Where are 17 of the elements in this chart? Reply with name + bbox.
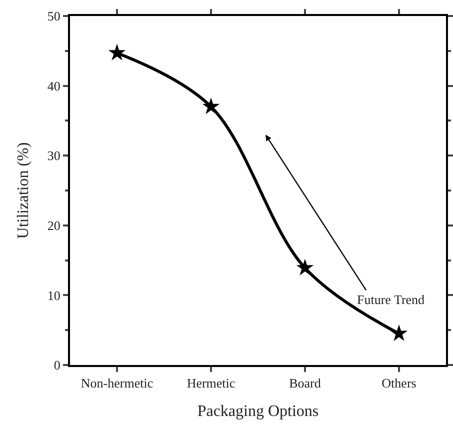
annotation: Future Trend — [357, 292, 426, 307]
y-tick-label: 10 — [47, 288, 60, 303]
point — [390, 324, 408, 341]
y-tick-label: 50 — [47, 8, 60, 24]
y-tick-label: 40 — [47, 78, 60, 94]
y-axis-title: Utilization (%) — [14, 142, 32, 239]
x-tick-label: Others — [382, 376, 416, 391]
x-tick-label: Non-hermetic — [80, 376, 154, 391]
x-tick-label: Board — [289, 376, 322, 391]
point — [296, 258, 314, 276]
point — [202, 98, 220, 114]
x-axis-title: Packaging Options — [197, 402, 319, 420]
y-tick-label: 0 — [54, 358, 60, 373]
y-tick-label: 20 — [47, 218, 60, 233]
x-tick-label: Hermetic — [186, 376, 236, 391]
point — [108, 44, 126, 60]
y-tick-label: 30 — [47, 148, 60, 164]
